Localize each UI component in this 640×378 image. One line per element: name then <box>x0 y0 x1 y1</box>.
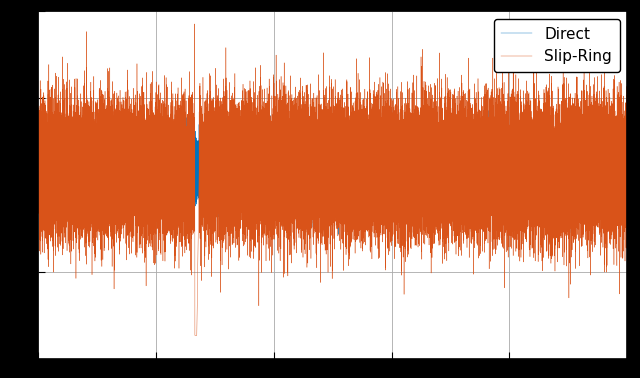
Direct <box>472 160 479 164</box>
Slip-Ring <box>354 154 362 159</box>
Direct <box>260 170 268 175</box>
Direct <box>623 167 631 171</box>
Direct <box>75 148 83 152</box>
Line: Slip-Ring: Slip-Ring <box>38 24 627 335</box>
Line: Direct: Direct <box>38 101 627 234</box>
Slip-Ring <box>191 333 198 338</box>
Slip-Ring <box>176 215 184 219</box>
Slip-Ring <box>389 194 397 199</box>
Direct <box>335 232 342 237</box>
Direct <box>524 99 531 104</box>
Slip-Ring <box>191 22 198 26</box>
Direct <box>354 146 362 150</box>
Slip-Ring <box>75 143 83 148</box>
Direct <box>176 158 184 163</box>
Slip-Ring <box>623 152 631 156</box>
Direct <box>35 140 42 145</box>
Slip-Ring <box>260 196 268 201</box>
Direct <box>389 188 397 192</box>
Slip-Ring <box>472 217 479 222</box>
Slip-Ring <box>35 195 42 200</box>
Legend: Direct, Slip-Ring: Direct, Slip-Ring <box>493 19 620 72</box>
